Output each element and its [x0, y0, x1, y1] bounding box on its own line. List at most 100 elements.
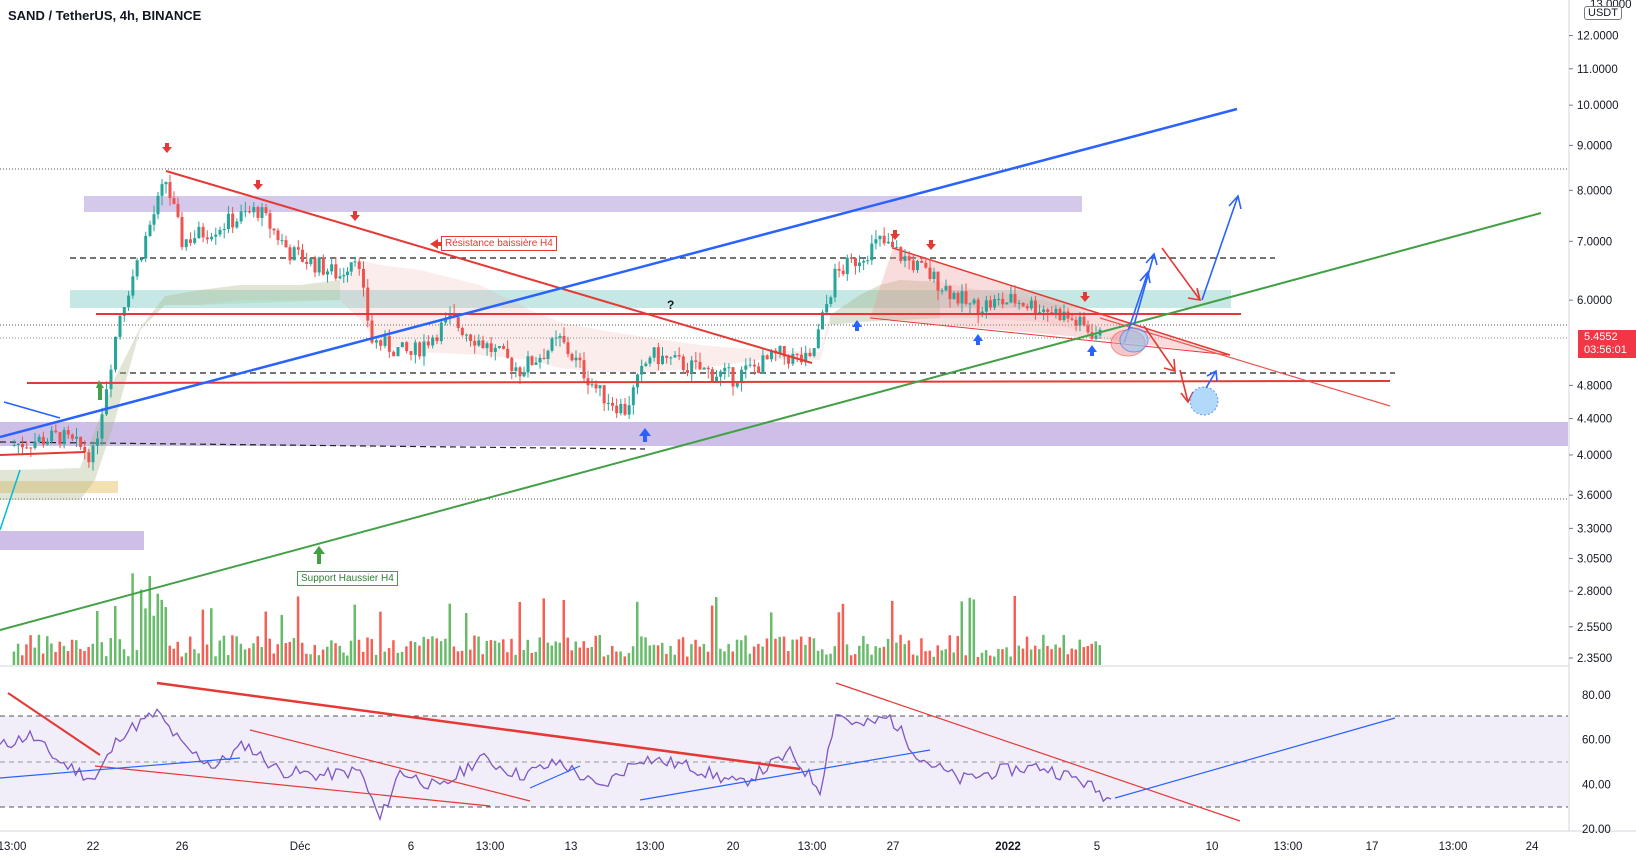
- volume-bar: [787, 651, 790, 665]
- candle-body: [176, 203, 180, 217]
- volume-bar: [578, 647, 581, 665]
- volume-bar: [895, 642, 898, 665]
- volume-bar: [774, 638, 777, 665]
- volume-bar: [566, 637, 569, 665]
- volume-bar: [795, 639, 799, 665]
- volume-bar: [75, 640, 78, 665]
- candle-body: [83, 446, 87, 453]
- candle-body: [139, 258, 143, 261]
- candle-body: [62, 430, 66, 445]
- volume-bar: [313, 645, 316, 665]
- volume-bar: [330, 640, 333, 665]
- candle-body: [1021, 302, 1025, 307]
- volume-bar: [160, 599, 163, 665]
- candle-body: [526, 356, 530, 373]
- volume-bar: [21, 655, 24, 665]
- candle-body: [514, 367, 518, 371]
- candle-body: [168, 182, 172, 199]
- candle-body: [193, 238, 197, 243]
- volume-bar: [761, 646, 764, 665]
- volume-bar: [473, 635, 476, 665]
- time-tick-label: 5: [1094, 841, 1100, 853]
- volume-bar: [606, 654, 610, 665]
- candle-body: [188, 239, 192, 243]
- candle-body: [694, 360, 698, 362]
- volume-bar: [740, 640, 743, 665]
- volume-bar: [1025, 636, 1029, 665]
- candle-body: [956, 292, 960, 304]
- volume-bar: [409, 641, 412, 665]
- volume-bar: [698, 646, 701, 665]
- volume-bar: [837, 612, 841, 665]
- volume-bar: [562, 600, 565, 665]
- volume-bar: [681, 637, 685, 665]
- purple-zone-small: [0, 531, 144, 550]
- candle-body: [272, 228, 276, 231]
- volume-bar: [719, 648, 722, 665]
- price-tick-label: 8.0000: [1577, 185, 1612, 197]
- time-tick-label: 13:00: [1274, 841, 1303, 853]
- volume-bar: [858, 645, 861, 665]
- candle-body: [1009, 293, 1013, 303]
- currency-selector[interactable]: USDT: [1584, 6, 1622, 20]
- candle-body: [903, 256, 907, 261]
- candle-body: [362, 268, 365, 288]
- volume-bar: [1074, 649, 1077, 665]
- candle-body: [677, 355, 681, 357]
- volume-bar: [100, 642, 103, 665]
- volume-bar: [804, 644, 807, 665]
- candle-body: [878, 235, 882, 240]
- last-price-value: 5.4552: [1584, 331, 1618, 343]
- volume-bar: [379, 611, 382, 665]
- volume-bar: [214, 656, 217, 665]
- volume-bar: [932, 656, 935, 665]
- candle-body: [522, 372, 526, 377]
- volume-bar: [50, 643, 53, 665]
- volume-bar: [25, 644, 28, 665]
- volume-bar: [400, 651, 404, 665]
- volume-bar: [510, 638, 513, 665]
- volume-bar: [152, 615, 155, 665]
- volume-bar: [349, 640, 353, 665]
- volume-bar: [456, 651, 460, 665]
- candle-body: [787, 356, 791, 364]
- candle-body: [127, 295, 131, 308]
- time-tick-label: Déc: [290, 841, 311, 853]
- volume-bar: [210, 608, 213, 665]
- volume-bar: [439, 641, 443, 665]
- volume-bar: [12, 651, 16, 665]
- candle-body: [702, 367, 706, 370]
- volume-bar: [550, 645, 553, 665]
- candle-body: [948, 285, 952, 300]
- volume-bar: [744, 635, 747, 665]
- volume-bar: [62, 645, 66, 665]
- candle-body: [686, 369, 689, 373]
- volume-bar: [346, 655, 349, 665]
- candle-body: [542, 357, 546, 359]
- volume-bar: [829, 653, 832, 665]
- candle-body: [301, 249, 304, 262]
- volume-bar: [611, 646, 614, 665]
- candle-body: [184, 239, 188, 248]
- volume-bar: [661, 642, 664, 665]
- volume-bar: [690, 644, 693, 665]
- volume-bar: [702, 644, 706, 665]
- candle-body: [456, 317, 460, 328]
- candle-body: [636, 374, 639, 388]
- volume-bar: [292, 638, 296, 665]
- volume-bar: [899, 634, 902, 665]
- volume-bar: [16, 643, 20, 665]
- candle-body: [1046, 309, 1050, 313]
- candle-body: [862, 260, 866, 263]
- candle-body: [1070, 318, 1074, 320]
- candle-body: [409, 351, 413, 355]
- volume-bar: [46, 636, 49, 665]
- candle-body: [778, 346, 782, 354]
- candle-body: [288, 247, 292, 261]
- candle-body: [256, 207, 260, 218]
- candle-body: [156, 195, 160, 215]
- candle-body: [673, 355, 677, 358]
- volume-bar: [135, 650, 139, 665]
- volume-bar: [1009, 656, 1012, 665]
- candle-body: [342, 275, 346, 277]
